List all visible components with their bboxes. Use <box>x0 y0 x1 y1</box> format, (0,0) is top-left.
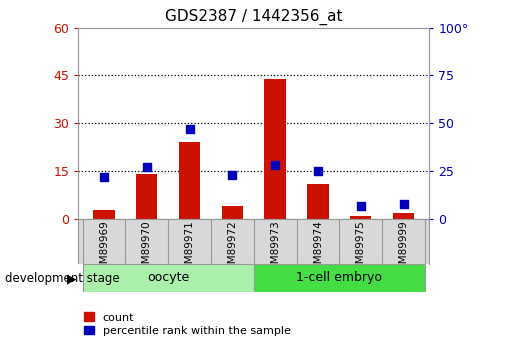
Point <box>228 172 236 178</box>
Text: GSM89970: GSM89970 <box>142 220 152 277</box>
Text: 1-cell embryo: 1-cell embryo <box>296 271 382 284</box>
Title: GDS2387 / 1442356_at: GDS2387 / 1442356_at <box>165 9 342 25</box>
Text: GSM89999: GSM89999 <box>398 220 409 277</box>
Bar <box>93 209 115 219</box>
Text: GSM89972: GSM89972 <box>227 220 237 277</box>
Point <box>314 168 322 174</box>
Bar <box>222 206 243 219</box>
Bar <box>179 142 200 219</box>
Text: GSM89974: GSM89974 <box>313 220 323 277</box>
Bar <box>307 184 329 219</box>
Text: development stage: development stage <box>5 272 120 285</box>
Text: oocyte: oocyte <box>147 271 189 284</box>
Point <box>143 165 151 170</box>
Point <box>100 174 108 180</box>
Point <box>399 201 408 207</box>
Text: GSM89971: GSM89971 <box>184 220 194 277</box>
Bar <box>265 79 286 219</box>
Text: GSM89975: GSM89975 <box>356 220 366 277</box>
Bar <box>393 213 414 219</box>
Bar <box>82 264 254 292</box>
Point <box>185 126 193 132</box>
Text: ▶: ▶ <box>67 272 77 285</box>
Bar <box>254 264 425 292</box>
Point <box>271 163 279 168</box>
Bar <box>350 216 372 219</box>
Text: GSM89969: GSM89969 <box>99 220 109 277</box>
Text: GSM89973: GSM89973 <box>270 220 280 277</box>
Legend: count, percentile rank within the sample: count, percentile rank within the sample <box>84 313 290 336</box>
Bar <box>136 175 158 219</box>
Point <box>357 203 365 208</box>
